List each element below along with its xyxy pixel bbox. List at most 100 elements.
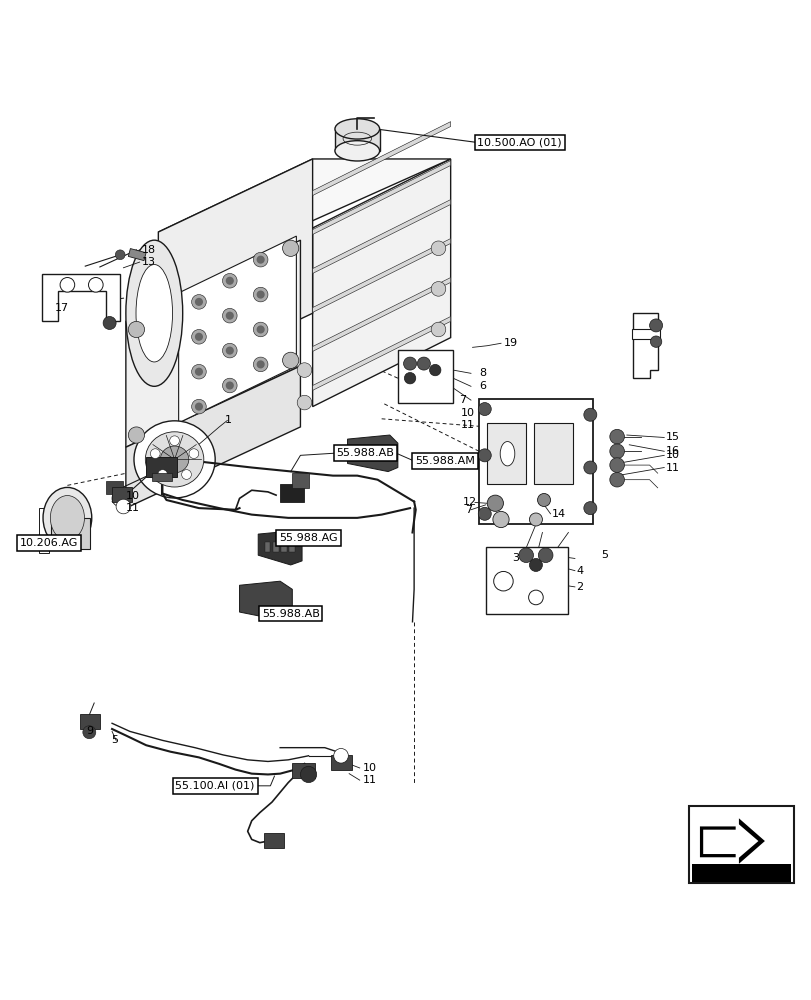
Text: 19: 19: [503, 338, 517, 348]
Text: 11: 11: [665, 463, 679, 473]
Circle shape: [649, 319, 662, 332]
Bar: [128, 249, 146, 261]
Ellipse shape: [335, 141, 380, 161]
Text: 10: 10: [126, 491, 139, 501]
Text: 7: 7: [459, 395, 466, 405]
Circle shape: [195, 333, 203, 341]
Circle shape: [487, 495, 503, 511]
Text: 10.500.AO (01): 10.500.AO (01): [477, 138, 561, 148]
Circle shape: [195, 368, 203, 376]
Text: 6: 6: [478, 381, 486, 391]
Circle shape: [300, 766, 316, 783]
Circle shape: [115, 250, 125, 260]
Circle shape: [609, 444, 624, 459]
Circle shape: [128, 427, 144, 443]
Circle shape: [583, 408, 596, 421]
Bar: [688, 806, 793, 883]
Polygon shape: [702, 822, 757, 861]
Text: 5: 5: [110, 735, 118, 745]
Circle shape: [333, 748, 348, 763]
Bar: [534, 423, 573, 484]
Circle shape: [83, 726, 96, 739]
Bar: [39, 508, 49, 553]
Ellipse shape: [500, 442, 514, 466]
Text: 4: 4: [576, 566, 583, 576]
Circle shape: [225, 381, 234, 390]
Circle shape: [256, 325, 264, 334]
Bar: [146, 457, 177, 477]
Ellipse shape: [126, 240, 182, 386]
Polygon shape: [397, 350, 453, 403]
Circle shape: [253, 322, 268, 337]
Circle shape: [225, 312, 234, 320]
Polygon shape: [312, 159, 450, 407]
Circle shape: [222, 343, 237, 358]
Circle shape: [609, 458, 624, 472]
Polygon shape: [699, 818, 764, 864]
Text: 14: 14: [551, 509, 565, 519]
Circle shape: [191, 364, 206, 379]
Ellipse shape: [50, 496, 84, 540]
Circle shape: [256, 256, 264, 264]
Circle shape: [492, 511, 508, 528]
Circle shape: [88, 278, 103, 292]
Text: 18: 18: [142, 245, 156, 255]
Text: 13: 13: [142, 257, 156, 267]
Text: 8: 8: [478, 368, 486, 378]
Circle shape: [478, 449, 491, 462]
Circle shape: [222, 273, 237, 288]
Circle shape: [157, 470, 167, 479]
Circle shape: [478, 403, 491, 416]
Bar: [264, 542, 270, 552]
Text: 7: 7: [464, 505, 471, 515]
Circle shape: [191, 295, 206, 309]
Circle shape: [431, 322, 445, 337]
Ellipse shape: [43, 487, 92, 548]
Ellipse shape: [161, 446, 189, 473]
Polygon shape: [347, 435, 397, 472]
Bar: [335, 129, 380, 151]
Circle shape: [529, 558, 542, 571]
Text: 55.988.AB: 55.988.AB: [261, 609, 320, 619]
Polygon shape: [239, 581, 292, 620]
Bar: [331, 755, 351, 770]
Circle shape: [583, 461, 596, 474]
Polygon shape: [312, 316, 450, 390]
Polygon shape: [178, 236, 296, 423]
Circle shape: [297, 395, 311, 410]
Circle shape: [429, 364, 440, 376]
Bar: [691, 864, 790, 882]
Circle shape: [518, 548, 533, 563]
Bar: [292, 763, 315, 778]
Circle shape: [60, 278, 75, 292]
Circle shape: [431, 282, 445, 296]
Circle shape: [253, 252, 268, 267]
Text: 55.988.AM: 55.988.AM: [414, 456, 474, 466]
Bar: [51, 518, 90, 549]
Text: 17: 17: [55, 303, 69, 313]
Bar: [105, 481, 123, 494]
Text: 15: 15: [665, 432, 679, 442]
Circle shape: [225, 277, 234, 285]
Polygon shape: [42, 274, 120, 321]
Text: 12: 12: [462, 497, 476, 507]
Circle shape: [538, 548, 552, 563]
Polygon shape: [312, 278, 450, 351]
Circle shape: [256, 291, 264, 299]
Circle shape: [282, 352, 298, 368]
Circle shape: [112, 490, 128, 506]
Polygon shape: [312, 200, 450, 273]
Circle shape: [150, 449, 160, 459]
Text: 55.988.AG: 55.988.AG: [279, 533, 337, 543]
Circle shape: [189, 449, 199, 459]
Circle shape: [191, 329, 206, 344]
Circle shape: [253, 287, 268, 302]
Circle shape: [182, 470, 191, 479]
Ellipse shape: [136, 265, 172, 362]
Polygon shape: [312, 239, 450, 312]
Text: 5: 5: [600, 550, 607, 560]
Text: 11: 11: [461, 420, 474, 430]
Circle shape: [195, 298, 203, 306]
Polygon shape: [126, 240, 300, 447]
Polygon shape: [312, 161, 450, 234]
